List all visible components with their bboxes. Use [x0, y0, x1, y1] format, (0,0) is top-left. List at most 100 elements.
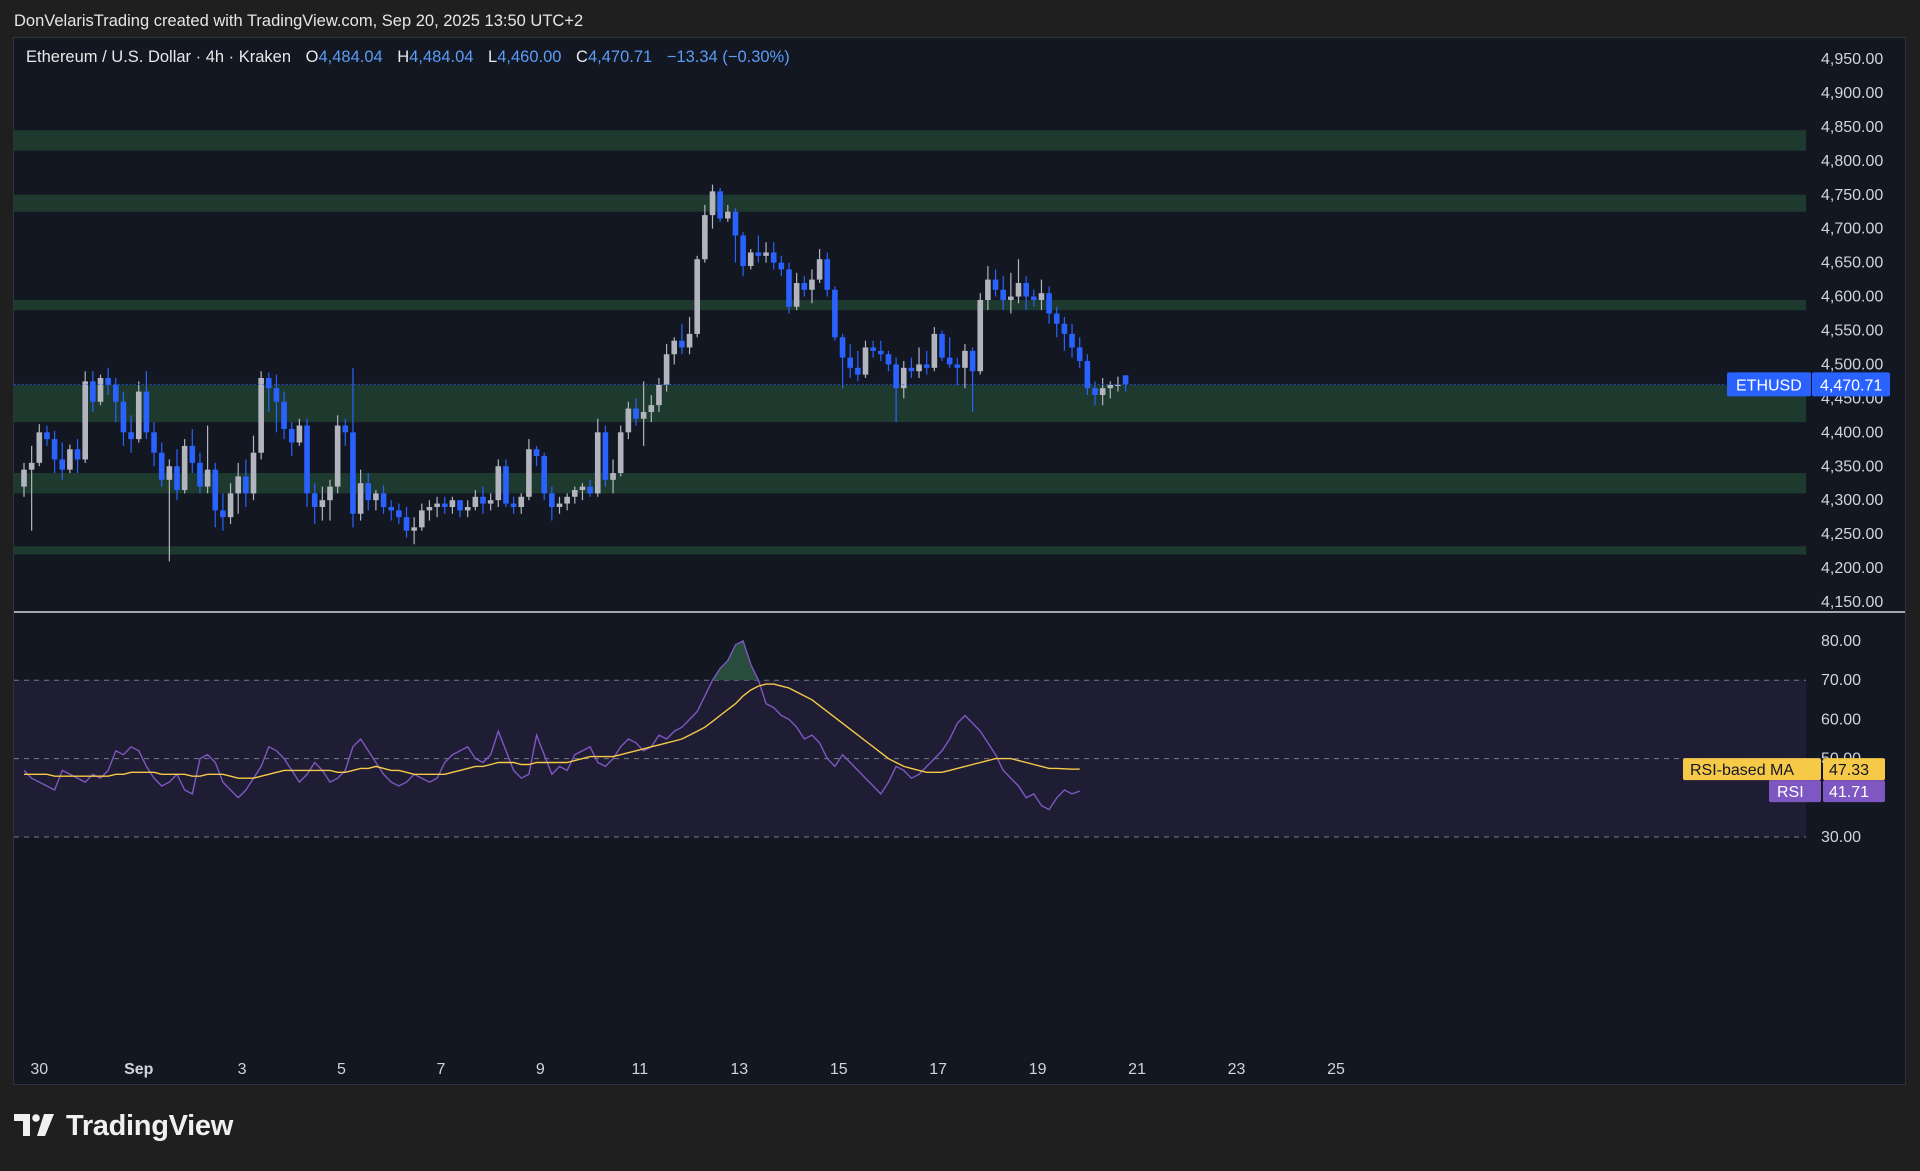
rsi-axis-tick: 60.00: [1821, 711, 1861, 728]
candle-body: [970, 351, 976, 371]
candle-body: [1115, 385, 1121, 386]
price-axis-tick: 4,350.00: [1821, 458, 1883, 475]
close-value: 4,470.71: [588, 48, 652, 66]
candle-body: [847, 358, 853, 368]
candle-body: [587, 487, 593, 494]
price-axis-tick: 4,400.00: [1821, 424, 1883, 441]
sr-zone: [14, 130, 1806, 150]
candle-body: [932, 334, 938, 368]
chart-canvas[interactable]: 4,950.00 4,900.00 4,850.00 4,800.00 4,750.00…: [14, 38, 1905, 1084]
candle-body: [1062, 324, 1068, 334]
candle-body: [641, 412, 647, 419]
high-value: 4,484.04: [409, 48, 473, 66]
time-axis-tick: 23: [1228, 1061, 1246, 1078]
candle-body: [350, 432, 356, 513]
candle-body: [802, 283, 808, 290]
candle-body: [427, 507, 433, 510]
candle-body: [312, 493, 318, 507]
time-axis-tick: 7: [436, 1061, 445, 1078]
chart-frame[interactable]: 4,950.00 4,900.00 4,850.00 4,800.00 4,750.00…: [13, 37, 1906, 1085]
price-axis-tick: 4,850.00: [1821, 119, 1883, 136]
candle-body: [610, 473, 616, 480]
candle-body: [121, 402, 127, 433]
symbol-title[interactable]: Ethereum / U.S. Dollar · 4h · Kraken: [26, 48, 291, 66]
candle-body: [740, 235, 746, 266]
rsi-axis-tick: 80.00: [1821, 633, 1861, 650]
candle-body: [824, 259, 830, 290]
candle-body: [373, 493, 379, 500]
candle-body: [1054, 314, 1060, 324]
price-tag: ETHUSD 4,470.71: [1727, 372, 1890, 396]
sr-zone: [14, 546, 1806, 554]
candle-body: [98, 378, 104, 402]
time-axis-tick: 25: [1327, 1061, 1345, 1078]
candle-body: [174, 466, 180, 490]
candle-body: [557, 504, 563, 507]
candle-body: [52, 439, 58, 459]
candle-body: [1023, 283, 1029, 297]
rsi-overbought-fill: [713, 641, 759, 680]
candle-body: [488, 500, 494, 503]
price-tag-symbol: ETHUSD: [1736, 377, 1802, 394]
candle-body: [159, 453, 165, 480]
rsi-axis-tick: 70.00: [1821, 672, 1861, 689]
candle-body: [457, 500, 463, 510]
candle-body: [21, 470, 27, 487]
close-label: C: [576, 48, 588, 66]
time-axis-tick: Sep: [124, 1061, 154, 1078]
candle-body: [733, 212, 739, 236]
candle-body: [281, 402, 287, 429]
open-value: 4,484.04: [318, 48, 382, 66]
candle-body: [870, 347, 876, 350]
candle-body: [909, 368, 915, 371]
candle-body: [779, 263, 785, 270]
price-axis-tick: 4,900.00: [1821, 85, 1883, 102]
candle-body: [962, 351, 968, 368]
candle-body: [572, 490, 578, 497]
candle-body: [465, 507, 471, 510]
price-axis-tick: 4,750.00: [1821, 187, 1883, 204]
price-axis-tick: 4,200.00: [1821, 560, 1883, 577]
candle-body: [82, 381, 88, 459]
candle-body: [190, 446, 196, 463]
candle-body: [113, 385, 119, 402]
candle-body: [450, 500, 456, 507]
candle-body: [526, 449, 532, 497]
candle-body: [480, 497, 486, 504]
candle-body: [633, 409, 639, 419]
candle-body: [993, 280, 999, 290]
candle-body: [442, 504, 448, 507]
candle-body: [955, 364, 961, 367]
time-axis-tick: 3: [238, 1061, 247, 1078]
candle-body: [694, 259, 700, 334]
candle-body: [136, 392, 142, 440]
candle-body: [358, 483, 364, 514]
candle-body: [365, 483, 371, 500]
candle-body: [771, 252, 777, 262]
candle-body: [404, 517, 410, 531]
tradingview-logo[interactable]: TradingView: [14, 1110, 233, 1143]
candle-body: [1123, 375, 1129, 384]
candle-body: [335, 426, 341, 487]
candle-body: [855, 368, 861, 375]
candle-body: [725, 212, 731, 219]
open-label: O: [306, 48, 319, 66]
candle-body: [182, 446, 188, 490]
candle-body: [1100, 388, 1106, 395]
price-axis-tick: 4,250.00: [1821, 526, 1883, 543]
candle-body: [266, 378, 272, 388]
candle-body: [228, 493, 234, 517]
candle-body: [687, 334, 693, 348]
rsi-ma-tag: RSI-based MA 47.33: [1683, 758, 1885, 780]
rsi-tag-label: RSI: [1777, 784, 1804, 801]
price-axis-tick: 4,800.00: [1821, 153, 1883, 170]
candle-body: [473, 497, 479, 507]
candle-body: [381, 493, 387, 507]
candle-body: [144, 392, 150, 433]
candle-body: [878, 351, 884, 354]
candle-body: [840, 337, 846, 357]
candle-body: [916, 364, 922, 371]
candle-body: [1092, 388, 1098, 395]
rsi-tag-value: 41.71: [1829, 784, 1869, 801]
time-axis-tick: 15: [830, 1061, 848, 1078]
